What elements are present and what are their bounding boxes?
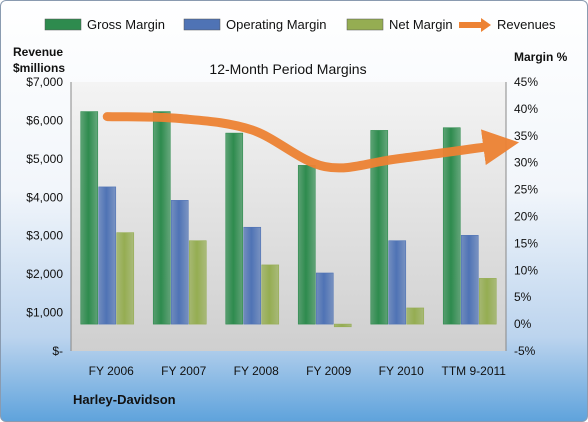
legend-arrow-icon [481, 18, 491, 32]
bar-operating-margin [388, 240, 407, 325]
left-tick-label: $1,000 [26, 306, 63, 320]
legend-label: Revenues [497, 17, 556, 32]
legend-label: Operating Margin [226, 17, 326, 32]
revenues-line [102, 112, 520, 173]
category-label: FY 2010 [379, 364, 424, 378]
right-tick-label: 10% [514, 263, 538, 277]
left-axis-title: Revenue [13, 45, 63, 59]
right-tick-label: 0% [514, 317, 532, 331]
bar-operating-margin [98, 186, 117, 325]
category-label: FY 2007 [161, 364, 206, 378]
bar-gross-margin [297, 165, 316, 325]
category-label: FY 2008 [234, 364, 279, 378]
bar-operating-margin [315, 272, 334, 325]
company-name: Harley-Davidson [73, 392, 176, 407]
right-tick-label: 25% [514, 183, 538, 197]
right-tick-label: 20% [514, 210, 538, 224]
left-tick-label: $7,000 [26, 75, 63, 89]
left-axis-title: $millions [13, 61, 65, 75]
chart-title: 12-Month Period Margins [209, 61, 366, 77]
bar-gross-margin [225, 132, 244, 325]
right-tick-label: 30% [514, 156, 538, 170]
bar-net-margin [333, 323, 352, 328]
right-tick-label: 40% [514, 102, 538, 116]
left-tick-label: $2,000 [26, 267, 63, 281]
right-tick-label: 35% [514, 129, 538, 143]
left-tick-label: $3,000 [26, 229, 63, 243]
bar-gross-margin [152, 111, 171, 325]
category-label: FY 2009 [306, 364, 351, 378]
legend-swatch-gross-margin [44, 18, 82, 31]
legend-label: Net Margin [389, 17, 453, 32]
bar-operating-margin [243, 226, 262, 325]
bar-net-margin [406, 307, 425, 325]
bar-operating-margin [170, 200, 189, 325]
bar-net-margin [261, 264, 280, 325]
legend-swatch-operating-margin [183, 18, 221, 31]
left-tick-label: $5,000 [26, 152, 63, 166]
bar-net-margin [116, 232, 135, 325]
right-tick-label: 15% [514, 236, 538, 250]
bar-net-margin [188, 240, 207, 325]
left-tick-label: $6,000 [26, 113, 63, 127]
left-tick-label: $- [52, 344, 63, 358]
bar-gross-margin [442, 127, 461, 325]
right-tick-label: 45% [514, 75, 538, 89]
legend-swatch-net-margin [346, 18, 384, 31]
bar-gross-margin [370, 130, 389, 325]
bar-net-margin [478, 278, 497, 325]
category-label: FY 2006 [89, 364, 134, 378]
bar-operating-margin [460, 235, 479, 325]
right-tick-label: 5% [514, 290, 532, 304]
bar-gross-margin [80, 111, 99, 325]
legend-label: Gross Margin [87, 17, 165, 32]
plot-area [71, 82, 506, 351]
right-tick-label: -5% [514, 344, 536, 358]
left-tick-label: $4,000 [26, 190, 63, 204]
right-axis-title: Margin % [514, 50, 568, 64]
category-label: TTM 9-2011 [442, 364, 507, 378]
